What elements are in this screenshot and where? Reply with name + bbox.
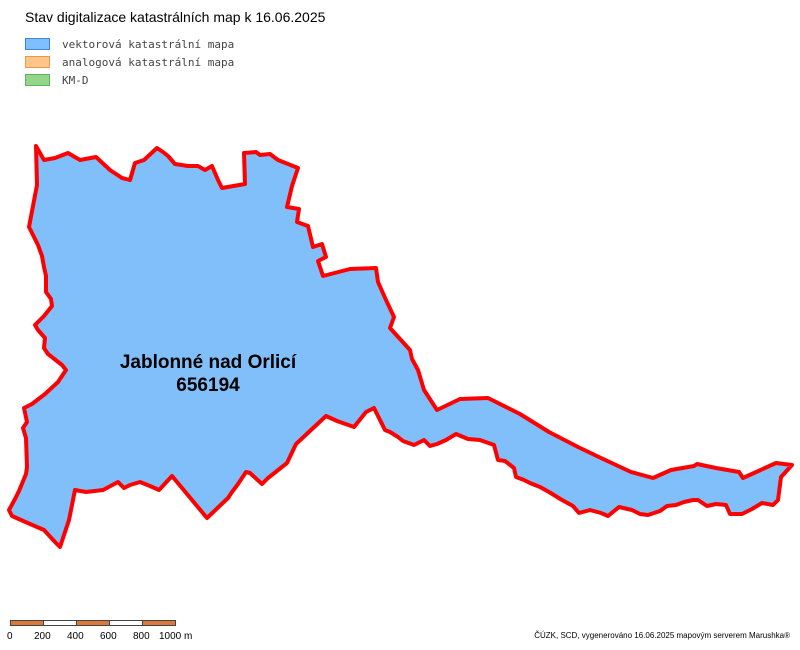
scale-label-1000: 1000 m <box>159 631 193 642</box>
legend-item-kmd: KM-D <box>25 71 234 89</box>
legend-label-analog: analogová katastrální mapa <box>62 55 235 69</box>
scale-segment <box>142 620 176 626</box>
legend-item-vector: vektorová katastrální mapa <box>25 35 234 53</box>
scale-segment <box>10 620 44 626</box>
scale-label-400: 400 <box>67 631 84 642</box>
legend-label-kmd: KM-D <box>62 73 89 87</box>
scale-label-0: 0 <box>7 631 13 642</box>
legend-item-analog: analogová katastrální mapa <box>25 53 234 71</box>
scale-segment <box>76 620 110 626</box>
area-code-label: 656194 <box>176 375 240 396</box>
scale-label-800: 800 <box>133 631 150 642</box>
area-name-label: Jablonné nad Orlicí <box>120 352 297 373</box>
legend-swatch-kmd <box>25 74 50 86</box>
scale-label-600: 600 <box>100 631 117 642</box>
legend: vektorová katastrální mapa analogová kat… <box>25 35 234 89</box>
scale-label-200: 200 <box>34 631 51 642</box>
legend-swatch-vector <box>25 38 50 50</box>
legend-swatch-analog <box>25 56 50 68</box>
scale-segment <box>43 620 77 626</box>
scale-segment <box>109 620 143 626</box>
map-title: Stav digitalizace katastrálních map k 16… <box>25 9 326 25</box>
cadastral-area-polygon[interactable] <box>7 144 794 549</box>
legend-label-vector: vektorová katastrální mapa <box>62 37 235 51</box>
credit-text: ČÚZK, SCD, vygenerováno 16.06.2025 mapov… <box>534 631 790 640</box>
